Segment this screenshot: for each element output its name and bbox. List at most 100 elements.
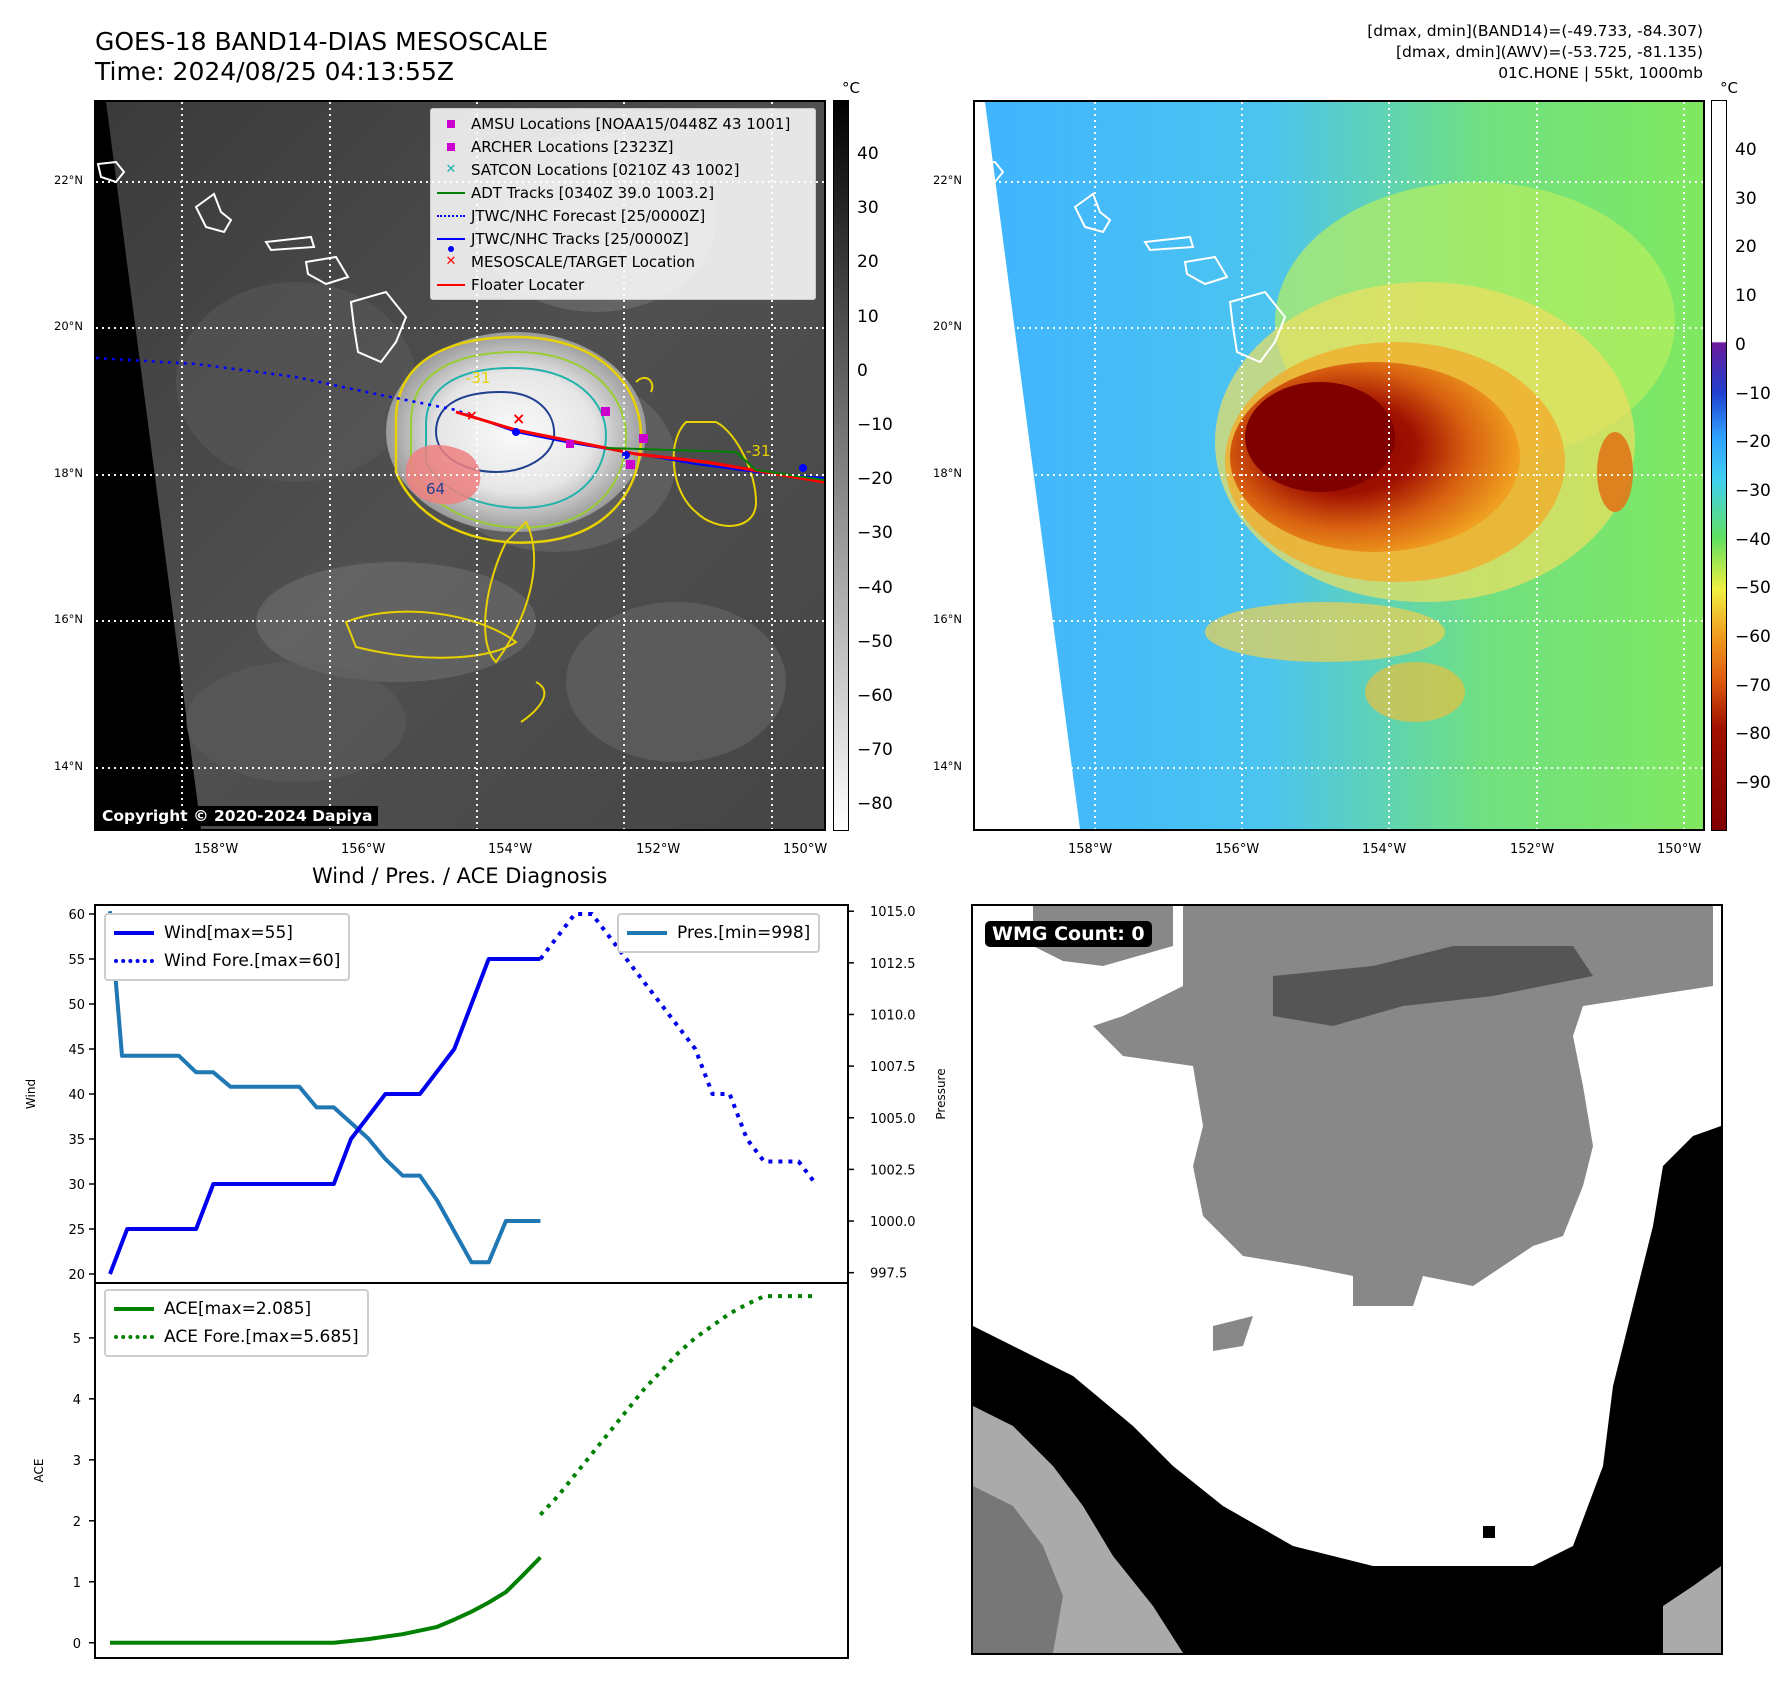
- storm-info: 01C.HONE | 55kt, 1000mb: [1498, 64, 1703, 82]
- colorbar-tick-label: −50: [1735, 578, 1771, 599]
- wmg-image: [973, 906, 1721, 1653]
- ace-y-tick-label: 1: [73, 1576, 81, 1591]
- lon-label: 152°W: [636, 842, 681, 857]
- legend-label: JTWC/NHC Tracks [25/0000Z]: [471, 229, 689, 248]
- colorbar-tick-label: −70: [1735, 675, 1771, 696]
- colorbar-tick-label: 40: [857, 144, 879, 164]
- legend-label: ACE Fore.[max=5.685]: [164, 1327, 359, 1347]
- legend-row-tracks: JTWC/NHC Tracks [25/0000Z]: [431, 227, 815, 252]
- colorbar-tick-label: −90: [1735, 773, 1771, 794]
- colorbar-tick-label: −40: [1735, 529, 1771, 550]
- pressure-y-tick-label: 1015.0: [870, 905, 916, 920]
- legend-row-archer: ARCHER Locations [2323Z]: [431, 135, 815, 158]
- lon-label: 154°W: [1362, 842, 1407, 857]
- wind-y-tick-label: 45: [68, 1043, 85, 1058]
- lon-label: 156°W: [341, 842, 386, 857]
- dotted-line-icon: [114, 1335, 154, 1339]
- colorbar-tick-label: −30: [857, 523, 893, 544]
- colorbar-tick-label: 30: [857, 198, 879, 219]
- pressure-y-tick-label: 997.5: [870, 1267, 907, 1282]
- ace-plot-frame: [94, 1282, 849, 1659]
- lat-label: 20°N: [933, 319, 962, 333]
- colorbar-tick-label: −80: [1735, 724, 1771, 745]
- colorbar-tick-label: 40: [1735, 140, 1757, 160]
- x-marker-icon: ✕: [445, 162, 457, 177]
- left-colorbar: [833, 100, 849, 831]
- stats-band14: [dmax, dmin](BAND14)=(-49.733, -84.307): [1367, 22, 1703, 40]
- lon-label: 154°W: [488, 842, 533, 857]
- colorbar-tick-label: −50: [857, 631, 893, 652]
- map-legend: AMSU Locations [NOAA15/0448Z 43 1001] AR…: [430, 108, 816, 300]
- colorbar-tick-label: 20: [1735, 237, 1757, 258]
- pressure-line: [108, 911, 541, 1265]
- ace-y-tick-label: 0: [73, 1637, 81, 1652]
- dotted-line-icon: [114, 959, 154, 963]
- wind-forecast-line: [538, 912, 818, 1186]
- pressure-axis-label: Pressure: [934, 1068, 948, 1119]
- colorbar-unit: °C: [1720, 79, 1738, 97]
- colorbar-tick-label: 10: [1735, 286, 1757, 307]
- colorbar-tick-label: 20: [857, 252, 879, 273]
- ace-line: [110, 1556, 542, 1645]
- wind-y-tick-label: 20: [68, 1268, 85, 1283]
- lon-label: 158°W: [1068, 842, 1113, 857]
- lon-label: 152°W: [1510, 842, 1555, 857]
- colorbar-tick-label: 0: [1735, 334, 1746, 355]
- square-marker-icon: [431, 142, 471, 151]
- lat-label: 16°N: [933, 612, 962, 626]
- contour-label-3: 64: [426, 480, 446, 498]
- left-ir-map: × × -31 -31 64 AMSU Locations [NOAA15/04…: [94, 100, 826, 831]
- solid-line-icon: [114, 1307, 154, 1311]
- lat-label: 18°N: [54, 466, 83, 480]
- colorbar-tick-label: 10: [857, 306, 879, 327]
- legend-row-satcon: ✕ SATCON Locations [0210Z 43 1002]: [431, 158, 815, 181]
- colorbar-tick-label: −70: [857, 740, 893, 761]
- ace-forecast-line: [538, 1294, 816, 1517]
- lon-label: 158°W: [194, 842, 239, 857]
- colorbar-tick-label: −80: [857, 794, 893, 815]
- line-icon: [431, 191, 471, 194]
- legend-row-adt: ADT Tracks [0340Z 39.0 1003.2]: [431, 181, 815, 204]
- ace-y-tick-label: 5: [73, 1332, 81, 1347]
- wind-y-tick-label: 25: [68, 1223, 85, 1238]
- colorbar-tick-label: −20: [857, 469, 893, 490]
- legend-label: SATCON Locations [0210Z 43 1002]: [471, 160, 740, 179]
- pressure-y-tick-label: 1007.5: [870, 1060, 916, 1075]
- legend-label: MESOSCALE/TARGET Location: [471, 252, 696, 271]
- right-color-image: [975, 102, 1703, 829]
- lon-label: 150°W: [1657, 842, 1702, 857]
- ace-y-tick-label: 3: [73, 1454, 81, 1469]
- ace-y-tick-label: 4: [73, 1393, 81, 1408]
- pressure-legend: Pres.[min=998]: [617, 913, 821, 953]
- pressure-y-tick-label: 1010.0: [870, 1008, 916, 1023]
- lat-label: 22°N: [933, 173, 962, 187]
- wmg-count-label: WMG Count: 0: [985, 921, 1152, 947]
- lat-label: 16°N: [54, 612, 83, 626]
- pressure-y-tick-label: 1005.0: [870, 1112, 916, 1127]
- colorbar-tick-label: −40: [857, 577, 893, 598]
- legend-label: AMSU Locations [NOAA15/0448Z 43 1001]: [471, 114, 791, 133]
- wmg-panel: WMG Count: 0: [971, 904, 1723, 1655]
- colorbar-tick-label: −60: [1735, 627, 1771, 647]
- line-icon: [431, 283, 471, 286]
- square-marker-icon: [431, 119, 471, 128]
- lat-label: 22°N: [54, 173, 83, 187]
- wind-line: [108, 957, 541, 1275]
- legend-item-pressure: Pres.[min=998]: [627, 919, 810, 947]
- pressure-y-tick-label: 1012.5: [870, 957, 916, 972]
- legend-row-floater: Floater Locater: [431, 273, 815, 296]
- lat-label: 20°N: [54, 319, 83, 333]
- colorbar-tick-label: −60: [857, 686, 893, 706]
- svg-text:×: ×: [466, 408, 478, 424]
- legend-row-forecast: JTWC/NHC Forecast [25/0000Z]: [431, 204, 815, 227]
- line-dot-icon: [431, 237, 471, 252]
- diagnosis-title: Wind / Pres. / ACE Diagnosis: [312, 864, 608, 888]
- right-colorbar: [1711, 100, 1727, 831]
- legend-label: ACE[max=2.085]: [164, 1299, 312, 1319]
- colorbar-tick-label: −20: [1735, 432, 1771, 453]
- wind-y-tick-label: 60: [68, 908, 85, 923]
- chart-time: Time: 2024/08/25 04:13:55Z: [95, 57, 454, 86]
- colorbar-tick-label: 0: [857, 360, 868, 381]
- legend-item-ace: ACE[max=2.085]: [114, 1295, 359, 1323]
- legend-label: Wind Fore.[max=60]: [164, 951, 341, 971]
